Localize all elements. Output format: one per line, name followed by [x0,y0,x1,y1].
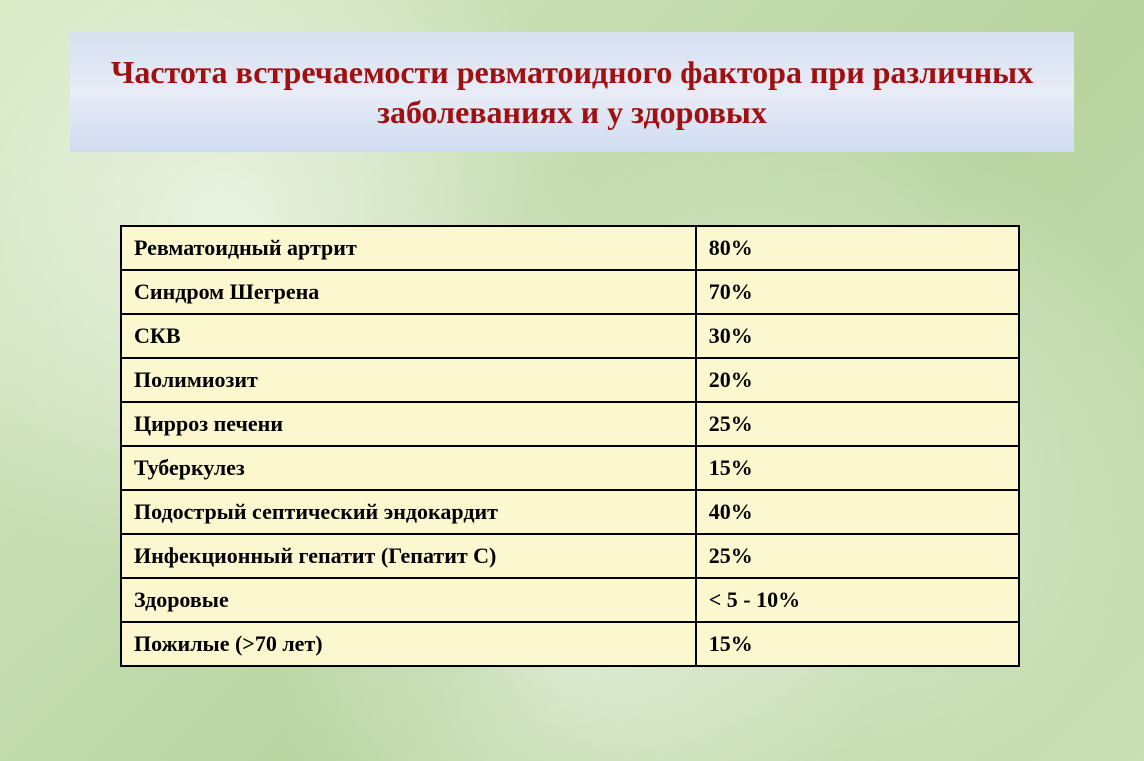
row-value: 20% [696,358,1019,402]
slide: Частота встречаемости ревматоидного факт… [0,0,1144,761]
table-row: Ревматоидный артрит80% [121,226,1019,270]
table-row: СКВ30% [121,314,1019,358]
row-label: Ревматоидный артрит [121,226,696,270]
row-label: Синдром Шегрена [121,270,696,314]
table-row: Синдром Шегрена70% [121,270,1019,314]
slide-title: Частота встречаемости ревматоидного факт… [90,52,1054,132]
row-value: 70% [696,270,1019,314]
row-value: 40% [696,490,1019,534]
row-label: Полимиозит [121,358,696,402]
row-value: 25% [696,402,1019,446]
table-row: Пожилые (>70 лет)15% [121,622,1019,666]
table-row: Цирроз печени25% [121,402,1019,446]
row-label: СКВ [121,314,696,358]
row-label: Подострый септический эндокардит [121,490,696,534]
table-row: Подострый септический эндокардит40% [121,490,1019,534]
row-value: 15% [696,622,1019,666]
table-row: Туберкулез15% [121,446,1019,490]
data-table-wrap: Ревматоидный артрит80%Синдром Шегрена70%… [120,225,1020,667]
row-label: Инфекционный гепатит (Гепатит С) [121,534,696,578]
row-value: < 5 - 10% [696,578,1019,622]
title-bar: Частота встречаемости ревматоидного факт… [70,32,1074,152]
data-table: Ревматоидный артрит80%Синдром Шегрена70%… [120,225,1020,667]
row-label: Туберкулез [121,446,696,490]
row-value: 80% [696,226,1019,270]
row-label: Цирроз печени [121,402,696,446]
table-row: Здоровые< 5 - 10% [121,578,1019,622]
row-label: Здоровые [121,578,696,622]
row-value: 15% [696,446,1019,490]
row-value: 30% [696,314,1019,358]
row-label: Пожилые (>70 лет) [121,622,696,666]
row-value: 25% [696,534,1019,578]
table-row: Полимиозит20% [121,358,1019,402]
table-row: Инфекционный гепатит (Гепатит С)25% [121,534,1019,578]
table-body: Ревматоидный артрит80%Синдром Шегрена70%… [121,226,1019,666]
